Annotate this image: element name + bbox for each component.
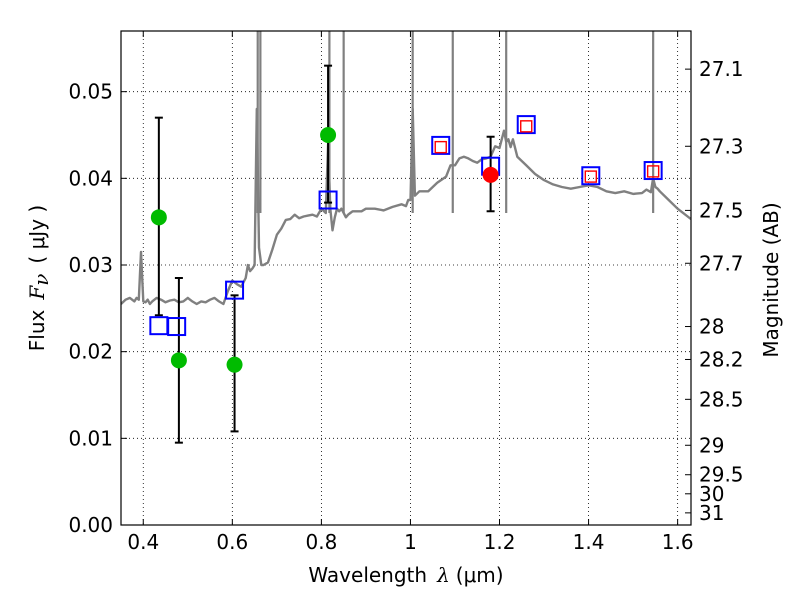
x-tick-label: 0.6: [216, 530, 248, 554]
markers: [149, 64, 663, 444]
y2-tick-label: 27.1: [699, 57, 744, 81]
y2-tick-label: 27.7: [699, 251, 744, 275]
model-square-blue: [225, 280, 245, 300]
model-square-red: [646, 165, 660, 178]
y-tick-label: 0.00: [68, 513, 113, 537]
y2-tick-label: 31: [699, 501, 724, 525]
model-square-blue: [149, 316, 169, 336]
y2-tick-label: 28.2: [699, 347, 744, 371]
x-tick-label: 1.4: [573, 530, 605, 554]
y2-tick-label: 27.3: [699, 134, 744, 158]
x-tick-label: 1: [404, 530, 417, 554]
y2-tick-label: 28.5: [699, 387, 744, 411]
x-tick-label: 1.6: [662, 530, 694, 554]
plot-area: [121, 31, 691, 306]
tick-labels: 0.4 0.6 0.8 1 1.2 1.4 1.6 0.00 0.01 0.02 0.03 0.04 0…: [68, 57, 743, 554]
y2-tick-label: 27.5: [699, 198, 744, 222]
y2-tick-label: 29: [699, 433, 724, 457]
y-tick-label: 0.02: [68, 340, 113, 364]
data-point-green: [170, 352, 187, 369]
y-tick-label: 0.03: [68, 253, 113, 277]
y2-tick-label: 29.5: [699, 463, 744, 487]
y2-tick-label: 28: [699, 315, 724, 339]
model-square-blue: [643, 161, 663, 181]
model-square-blue: [516, 115, 536, 135]
grid: [121, 31, 691, 525]
y-tick-label: 0.05: [68, 80, 113, 104]
model-square-blue: [431, 135, 451, 155]
model-square-blue: [167, 317, 187, 337]
data-point-green: [150, 209, 167, 226]
y2-tick-label: 30: [699, 482, 724, 506]
y-axis-label: FluxFν( μJy ): [25, 205, 53, 351]
y-tick-label: 0.01: [68, 426, 113, 450]
x-tick-label: 0.8: [305, 530, 337, 554]
x-axis-label: Wavelength λ (μm): [308, 563, 503, 587]
data-point-green: [320, 127, 337, 143]
y2-axis-label: Magnitude (AB): [759, 202, 783, 357]
plot-frame: [120, 30, 692, 526]
y-tick-label: 0.04: [68, 166, 113, 190]
data-point-green: [226, 356, 243, 373]
ticks: [121, 31, 691, 526]
x-tick-label: 1.2: [484, 530, 516, 554]
data-point-red: [482, 166, 499, 183]
model-square-red: [584, 170, 598, 183]
model-square-red: [520, 120, 533, 133]
model-square-blue: [318, 190, 338, 210]
spectrum-line: [121, 107, 691, 306]
model-square-red: [434, 140, 447, 154]
x-tick-label: 0.4: [127, 530, 159, 554]
model-square-blue: [581, 166, 601, 186]
